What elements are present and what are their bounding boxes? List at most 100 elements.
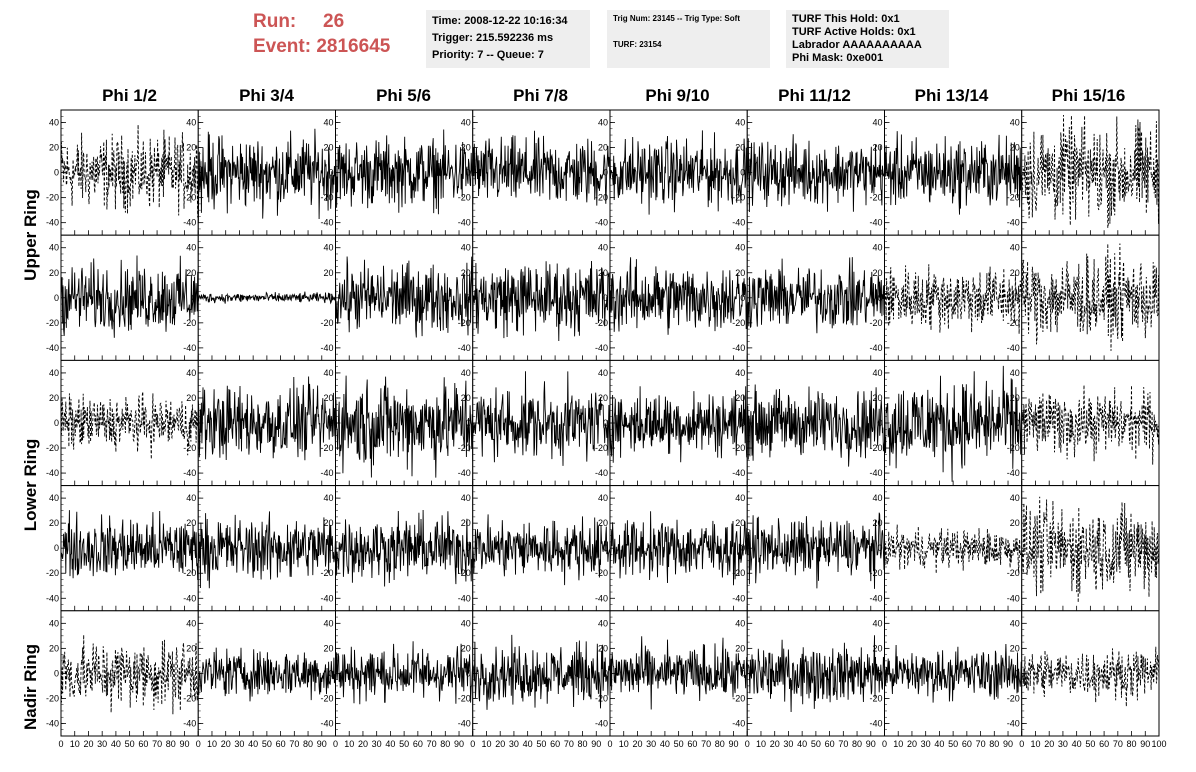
column-header-phi-5-6: Phi 5/6: [376, 86, 431, 105]
y-tick-label: 0: [740, 418, 745, 428]
y-tick-label: -20: [869, 318, 882, 328]
x-tick-label: 30: [921, 739, 931, 749]
y-tick-label: 40: [49, 243, 59, 253]
y-tick-label: 40: [323, 368, 333, 378]
y-tick-label: -40: [320, 718, 333, 728]
x-tick-label: 70: [701, 739, 711, 749]
y-tick-label: 40: [872, 368, 882, 378]
y-tick-label: 20: [323, 268, 333, 278]
x-tick-label: 50: [125, 739, 135, 749]
x-tick-label: 80: [989, 739, 999, 749]
y-tick-label: 40: [461, 243, 471, 253]
waveform-series: [746, 257, 885, 334]
y-tick-label: 40: [735, 118, 745, 128]
x-tick-label: 60: [687, 739, 697, 749]
waveform-series: [746, 635, 885, 713]
y-tick-label: -40: [1007, 718, 1020, 728]
panel-frame: [335, 109, 474, 236]
x-tick-label: 10: [756, 739, 766, 749]
waveform-series: [197, 647, 336, 702]
panel-frame: [60, 485, 199, 612]
y-tick-label: 0: [466, 168, 471, 178]
y-tick-label: 40: [49, 493, 59, 503]
x-tick-label: 60: [413, 739, 423, 749]
column-header-phi-7-8: Phi 7/8: [513, 86, 568, 105]
x-tick-label: 60: [1099, 739, 1109, 749]
x-tick-label: 50: [948, 739, 958, 749]
trigger-text: Trigger: 215.592236 ms: [432, 32, 554, 44]
y-tick-label: 0: [877, 543, 882, 553]
y-tick-label: 20: [323, 393, 333, 403]
y-tick-label: -20: [732, 568, 745, 578]
y-tick-label: 0: [603, 418, 608, 428]
x-tick-label: 80: [852, 739, 862, 749]
waveform-series: [197, 128, 336, 224]
y-tick-label: -20: [458, 193, 471, 203]
y-tick-label: -20: [1007, 193, 1020, 203]
y-tick-label: -40: [320, 468, 333, 478]
y-tick-label: 20: [49, 518, 59, 528]
y-tick-label: 0: [54, 668, 59, 678]
y-tick-label: 0: [191, 293, 196, 303]
y-tick-label: 40: [735, 368, 745, 378]
x-tick-label: 0: [745, 739, 750, 749]
y-tick-label: -40: [595, 343, 608, 353]
y-tick-label: 0: [877, 418, 882, 428]
y-tick-label: -40: [458, 343, 471, 353]
y-tick-label: -20: [595, 443, 608, 453]
waveform-series: [472, 514, 611, 586]
x-tick-label: 80: [715, 739, 725, 749]
x-tick-label: 40: [660, 739, 670, 749]
y-tick-label: -20: [458, 568, 471, 578]
waveform-series: [197, 291, 336, 305]
labrador-text: Labrador AAAAAAAAAA: [792, 39, 922, 51]
y-tick-label: -40: [458, 468, 471, 478]
y-tick-label: -40: [732, 468, 745, 478]
x-tick-label: 30: [509, 739, 519, 749]
y-tick-label: 20: [461, 268, 471, 278]
x-tick-label: 90: [866, 739, 876, 749]
y-tick-label: -20: [183, 568, 196, 578]
trig-info-box: Trig Num: 23145 -- Trig Type: Soft TURF:…: [607, 10, 770, 68]
waveform-series: [472, 260, 611, 342]
y-tick-label: 0: [740, 168, 745, 178]
x-tick-label: 80: [303, 739, 313, 749]
x-tick-label: 40: [934, 739, 944, 749]
y-tick-label: 20: [461, 643, 471, 653]
y-tick-label: 40: [49, 618, 59, 628]
y-tick-label: 0: [54, 168, 59, 178]
x-tick-label: 80: [578, 739, 588, 749]
waveform-series: [609, 130, 748, 215]
y-tick-label: -20: [320, 318, 333, 328]
y-tick-label: 40: [323, 493, 333, 503]
y-tick-label: 40: [186, 618, 196, 628]
y-tick-label: 20: [1010, 268, 1020, 278]
y-tick-label: 20: [186, 643, 196, 653]
y-tick-label: 0: [1015, 668, 1020, 678]
y-tick-label: 20: [1010, 518, 1020, 528]
waveform-series: [335, 256, 474, 338]
y-tick-label: -20: [732, 318, 745, 328]
y-tick-label: 0: [603, 543, 608, 553]
y-tick-label: -20: [46, 443, 59, 453]
x-tick-label: 30: [97, 739, 107, 749]
run-event-block: Run: 26 Event: 2816645: [253, 9, 390, 59]
y-tick-label: -40: [869, 718, 882, 728]
x-tick-label: 60: [276, 739, 286, 749]
waveform-series: [884, 643, 1023, 703]
y-tick-label: -20: [320, 568, 333, 578]
y-tick-label: 20: [598, 643, 608, 653]
x-tick-label: 70: [289, 739, 299, 749]
x-tick-label: 10: [893, 739, 903, 749]
x-tick-label: 80: [1127, 739, 1137, 749]
waveform-series: [335, 129, 474, 215]
x-tick-label: 40: [797, 739, 807, 749]
y-tick-label: -20: [1007, 568, 1020, 578]
event-label: Event:: [253, 36, 312, 57]
x-tick-label: 50: [1085, 739, 1095, 749]
y-tick-label: 0: [328, 418, 333, 428]
y-tick-label: -20: [595, 693, 608, 703]
y-tick-label: 40: [1010, 243, 1020, 253]
x-tick-label: 0: [58, 739, 63, 749]
y-tick-label: 0: [54, 543, 59, 553]
